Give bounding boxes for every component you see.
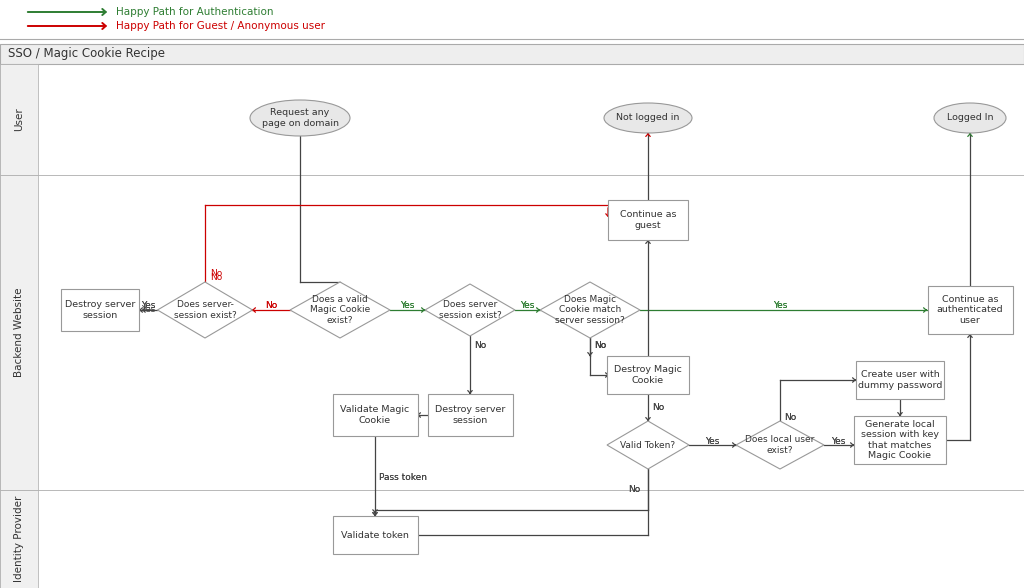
FancyBboxPatch shape <box>427 394 512 436</box>
Polygon shape <box>736 421 824 469</box>
Polygon shape <box>540 282 640 338</box>
Text: Pass token: Pass token <box>379 473 427 483</box>
Text: No: No <box>265 302 278 310</box>
Bar <box>0 175 1024 490</box>
Text: No: No <box>265 302 278 310</box>
Text: Not logged in: Not logged in <box>616 113 680 122</box>
Polygon shape <box>607 421 689 469</box>
Text: Yes: Yes <box>773 302 787 310</box>
FancyBboxPatch shape <box>608 200 688 240</box>
Text: Yes: Yes <box>830 436 845 446</box>
Text: No: No <box>210 269 222 278</box>
Text: Continue as
authenticated
user: Continue as authenticated user <box>937 295 1004 325</box>
FancyBboxPatch shape <box>61 289 139 331</box>
Text: Does local user
exist?: Does local user exist? <box>745 435 815 455</box>
Ellipse shape <box>250 100 350 136</box>
Text: No: No <box>474 340 486 349</box>
Text: No: No <box>594 340 606 349</box>
Text: SSO / Magic Cookie Recipe: SSO / Magic Cookie Recipe <box>8 48 165 61</box>
FancyBboxPatch shape <box>928 286 1013 334</box>
Text: Logged In: Logged In <box>947 113 993 122</box>
Text: Valid Token?: Valid Token? <box>621 440 676 449</box>
FancyBboxPatch shape <box>607 356 689 394</box>
Polygon shape <box>158 282 253 338</box>
Text: Yes: Yes <box>520 302 535 310</box>
Text: Destroy server
session: Destroy server session <box>435 405 505 425</box>
Bar <box>0 490 1024 588</box>
Text: Destroy server
session: Destroy server session <box>65 300 135 320</box>
Text: No: No <box>628 486 640 495</box>
Text: User: User <box>14 108 24 131</box>
Text: Happy Path for Guest / Anonymous user: Happy Path for Guest / Anonymous user <box>116 21 325 31</box>
Bar <box>0 44 1024 64</box>
Text: Validate token: Validate token <box>341 530 409 540</box>
Text: Yes: Yes <box>141 306 156 315</box>
Text: Yes: Yes <box>773 302 787 310</box>
Ellipse shape <box>604 103 692 133</box>
Bar <box>0 175 38 490</box>
FancyBboxPatch shape <box>333 516 418 554</box>
Text: Yes: Yes <box>705 436 719 446</box>
Bar <box>0 490 38 588</box>
Text: Yes: Yes <box>399 302 414 310</box>
Text: Does Magic
Cookie match
server session?: Does Magic Cookie match server session? <box>555 295 625 325</box>
Text: Yes: Yes <box>830 436 845 446</box>
Text: Does server-
session exist?: Does server- session exist? <box>174 300 237 320</box>
Polygon shape <box>290 282 390 338</box>
Text: No: No <box>628 486 640 495</box>
Ellipse shape <box>934 103 1006 133</box>
FancyBboxPatch shape <box>333 394 418 436</box>
Text: No: No <box>652 403 665 413</box>
Bar <box>0 64 1024 175</box>
Text: Pass token: Pass token <box>379 473 427 483</box>
Text: Yes: Yes <box>399 302 414 310</box>
FancyBboxPatch shape <box>856 361 944 399</box>
Text: No: No <box>210 273 222 282</box>
Text: Create user with
dummy password: Create user with dummy password <box>858 370 942 390</box>
Text: Yes: Yes <box>705 436 719 446</box>
Text: Backend Website: Backend Website <box>14 288 24 377</box>
Text: Yes: Yes <box>141 302 156 310</box>
Text: No: No <box>594 340 606 349</box>
Text: Yes: Yes <box>141 302 156 310</box>
Text: No: No <box>652 403 665 413</box>
Text: Happy Path for Authentication: Happy Path for Authentication <box>116 7 273 17</box>
Text: Destroy Magic
Cookie: Destroy Magic Cookie <box>614 365 682 385</box>
Text: No: No <box>784 413 797 423</box>
Text: No: No <box>784 413 797 423</box>
FancyBboxPatch shape <box>854 416 946 464</box>
Text: Does a valid
Magic Cookie
exist?: Does a valid Magic Cookie exist? <box>310 295 370 325</box>
Text: Continue as
guest: Continue as guest <box>620 211 676 230</box>
Text: No: No <box>594 340 606 349</box>
Polygon shape <box>425 284 515 336</box>
Text: Identity Provider: Identity Provider <box>14 496 24 582</box>
Text: Yes: Yes <box>520 302 535 310</box>
Text: Request any
page on domain: Request any page on domain <box>261 108 339 128</box>
Text: Does server
session exist?: Does server session exist? <box>438 300 502 320</box>
Bar <box>0 64 38 175</box>
Text: No: No <box>474 340 486 349</box>
Text: Validate Magic
Cookie: Validate Magic Cookie <box>340 405 410 425</box>
Text: Generate local
session with key
that matches
Magic Cookie: Generate local session with key that mat… <box>861 420 939 460</box>
